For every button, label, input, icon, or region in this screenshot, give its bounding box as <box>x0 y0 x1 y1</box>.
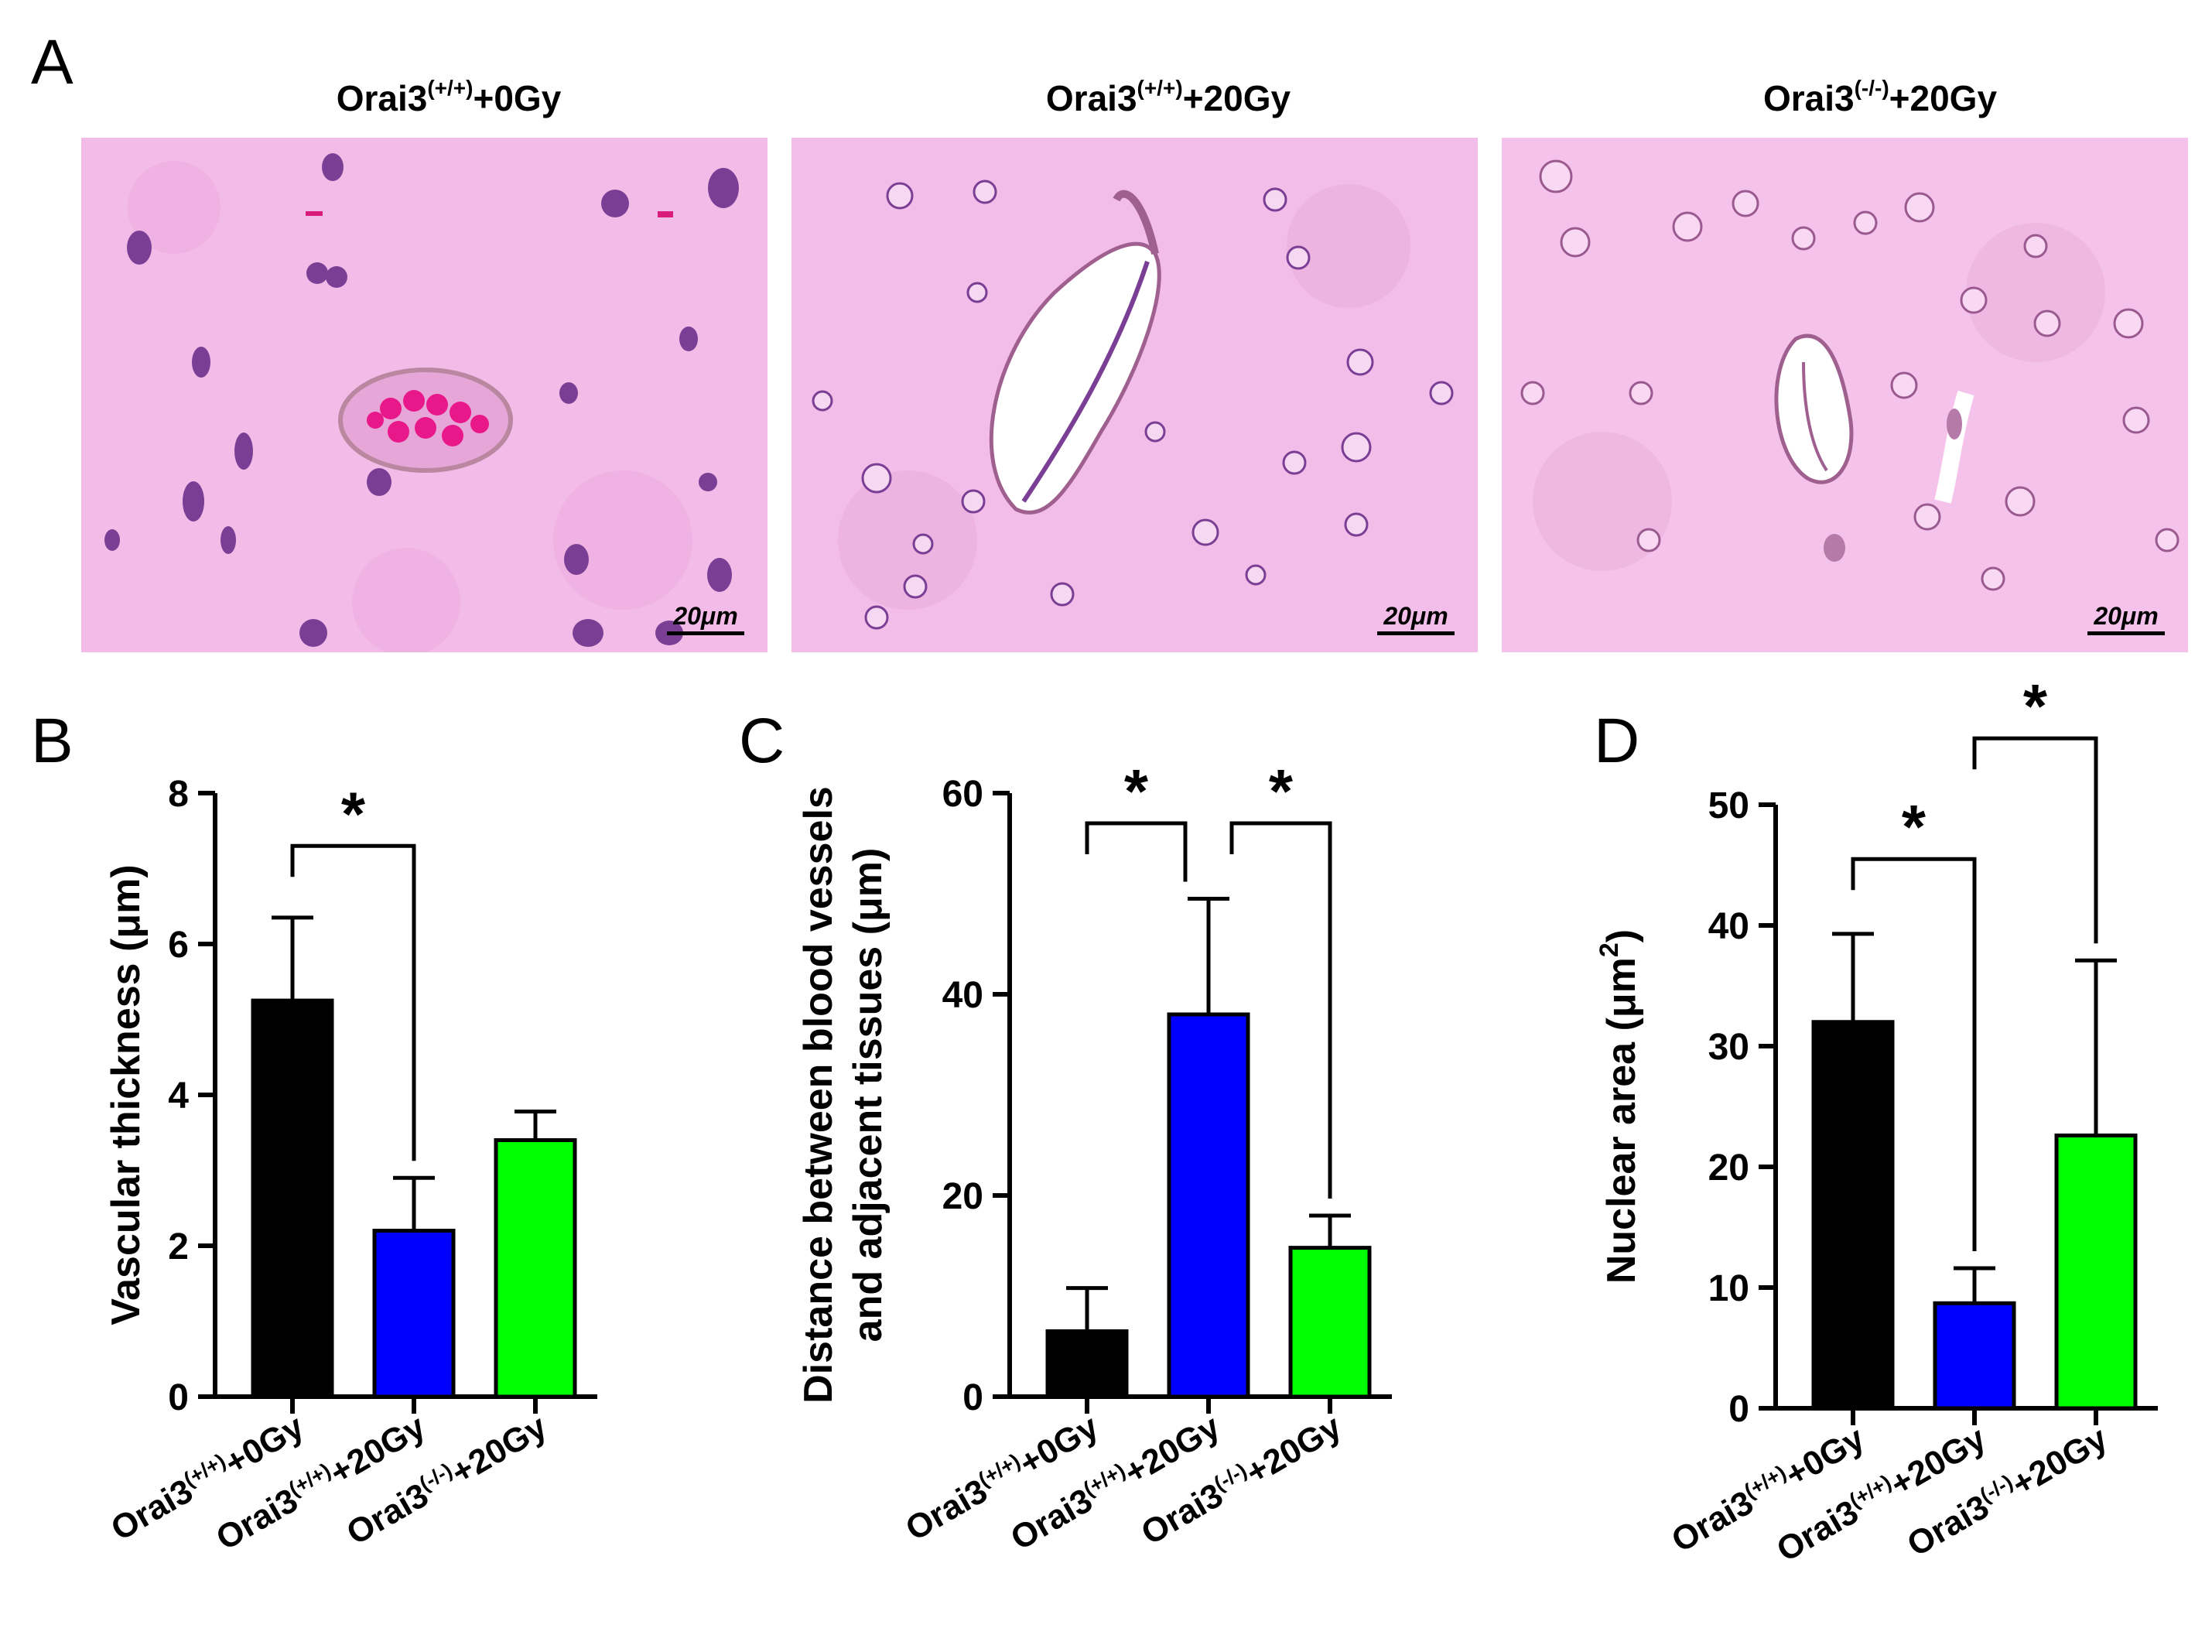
scale-bar-3: 20μm <box>2087 602 2165 635</box>
micrograph-3-art <box>1502 138 2188 652</box>
scale-bar-2: 20μm <box>1377 602 1455 635</box>
significance-star: * <box>2023 672 2048 740</box>
y-tick-label: 40 <box>942 975 983 1016</box>
significance-bracket <box>1085 821 1188 882</box>
x-tick-label: Orai3(+/+)+20Gy <box>1770 1418 1993 1569</box>
bar <box>1045 1329 1129 1399</box>
y-tick-label: 20 <box>1708 1148 1749 1189</box>
micrograph-2: 20μm <box>791 138 1478 652</box>
y-tick-label: 0 <box>168 1377 189 1418</box>
y-axis-label: Distance between blood vessels and adjace… <box>796 786 891 1404</box>
bar <box>372 1229 456 1399</box>
micrograph-1-art <box>81 138 768 652</box>
y-tick-label: 40 <box>1708 906 1749 947</box>
chart-panel-b: B 0 2 4 6 8 Vascular thickness (μm) Orai3(+/+)+… <box>31 706 597 1558</box>
x-tick-label: Orai3(-/-)+20Gy <box>1900 1418 2114 1564</box>
x-tick-label: Orai3(+/+)+20Gy <box>210 1407 432 1558</box>
scale-bar-1: 20μm <box>667 602 744 635</box>
bar <box>2054 1133 2138 1411</box>
significance-bracket <box>1229 821 1332 1199</box>
y-tick-label: 60 <box>942 774 983 815</box>
micro-title-2: Orai3(+/+)+20Gy <box>1045 76 1291 118</box>
y-axis-label: Vascular thickness (μm) <box>104 864 149 1325</box>
y-tick-label: 0 <box>1728 1389 1749 1430</box>
significance-bracket <box>1972 736 2098 944</box>
significance-star: * <box>1269 757 1294 826</box>
y-tick-label: 30 <box>1708 1027 1749 1068</box>
panel-letter: B <box>31 706 74 776</box>
y-tick-label: 8 <box>168 774 189 815</box>
significance-star: * <box>1902 792 1927 861</box>
bar <box>1933 1301 2016 1411</box>
significance-star: * <box>1124 757 1149 826</box>
significance-bracket <box>290 843 416 1161</box>
x-tick-label: Orai3(-/-)+20Gy <box>340 1407 553 1552</box>
y-axis-label: Nuclear area (μm2) <box>1595 929 1644 1284</box>
y-axis-label-text: Nuclear area (μm2) <box>1595 929 1644 1284</box>
y-tick-label: 20 <box>942 1176 983 1217</box>
y-tick-label: 6 <box>168 925 189 966</box>
y-tick-label: 0 <box>962 1377 983 1418</box>
bar <box>1811 1020 1895 1411</box>
y-axis-label-text: Vascular thickness (μm) <box>104 864 149 1325</box>
y-tick-label: 4 <box>168 1076 189 1117</box>
x-tick-label: Orai3(-/-)+20Gy <box>1134 1407 1348 1552</box>
micrograph-1: 20μm <box>81 138 768 652</box>
bar <box>1167 1012 1250 1399</box>
significance-bracket <box>1851 857 1977 1252</box>
y-tick-label: 50 <box>1708 785 1749 826</box>
bar <box>1288 1246 1372 1399</box>
bar <box>251 998 334 1399</box>
panel-letter: D <box>1594 706 1639 776</box>
panel-letter: C <box>739 706 785 776</box>
y-tick-label: 2 <box>168 1226 189 1267</box>
micrograph-3: 20μm <box>1502 138 2188 652</box>
micrograph-2-art <box>791 138 1478 652</box>
micro-title-1: Orai3(+/+)+0Gy <box>336 76 562 118</box>
chart-panel-d: D 0 10 20 30 40 50 Nuclear area (μm2) Orai3(+/+)… <box>1594 672 2158 1569</box>
x-tick-label: Orai3(+/+)+20Gy <box>1004 1407 1227 1558</box>
panel-a-letter: A <box>31 27 74 97</box>
y-axis-label-line1: Distance between blood vessels <box>796 786 841 1404</box>
y-tick-label: 10 <box>1708 1268 1749 1309</box>
chart-panel-c: C 0 20 40 60 Distance between blood vessels an… <box>739 706 1392 1558</box>
y-axis-label-line2: and adjacent tissues (μm) <box>846 848 891 1342</box>
micro-title-3: Orai3(-/-)+20Gy <box>1762 76 1998 118</box>
bar <box>494 1138 577 1399</box>
significance-star: * <box>341 779 366 848</box>
